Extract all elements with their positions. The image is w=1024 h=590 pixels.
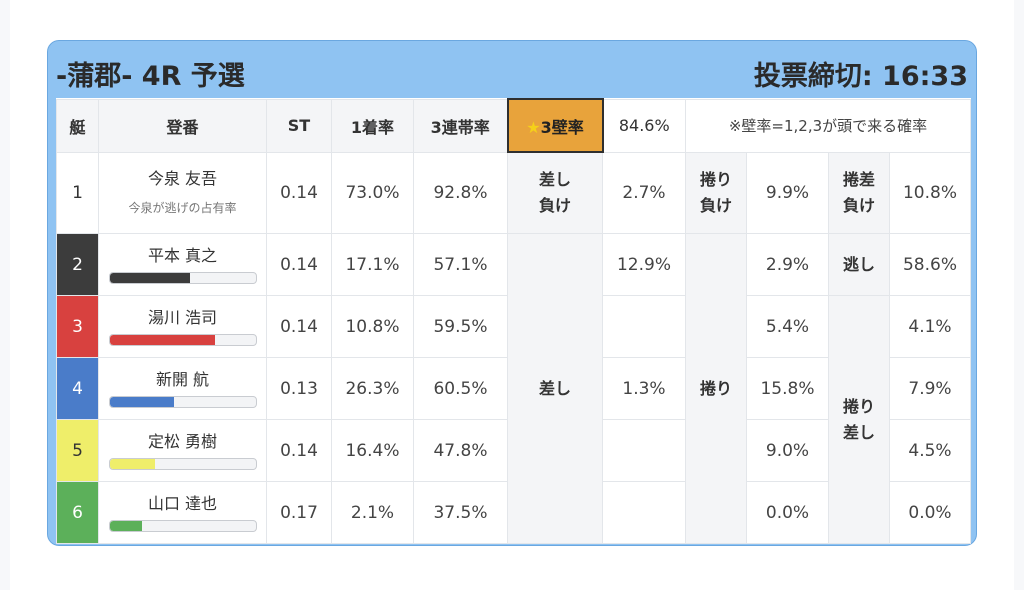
racer-name: 山口 達也 (147, 493, 218, 513)
racer-cell: 定松 勇樹 (98, 419, 267, 482)
racer-name: 平本 真之 (147, 245, 218, 265)
race-table: 艇 登番 ST 1着率 3連帯率 ★3壁率 84.6% ※壁率=1,2,3が頭で… (56, 98, 971, 544)
sashi-value: 12.9% (602, 233, 686, 296)
top3-rate-cell: 60.5% (413, 357, 508, 420)
sashi-make-label: 差し 負け (507, 151, 603, 234)
makurisashi-value: 4.1% (889, 295, 971, 358)
vote-deadline: 投票締切: 16:33 (753, 61, 968, 92)
st-cell: 0.14 (266, 233, 332, 296)
lane-cell: 5 (56, 419, 99, 482)
top3-rate-cell: 47.8% (413, 419, 508, 482)
lane-cell: 3 (56, 295, 99, 358)
top3-rate-cell: 57.1% (413, 233, 508, 296)
sashi-value (602, 295, 686, 358)
racer-cell: 湯川 浩司 (98, 295, 267, 358)
makurisashi-value: 7.9% (889, 357, 971, 420)
nige-label: 逃し (828, 233, 890, 296)
table-row: 3 湯川 浩司 0.14 10.8% 59.5% 5.4% 捲り 差し 4.1% (56, 295, 971, 544)
makurisashi-make-label: 捲差 負け (828, 151, 890, 234)
makurisashi-make-value: 10.8% (889, 151, 971, 234)
sashi-value (602, 419, 686, 482)
makurisashi-value: 4.5% (889, 419, 971, 482)
sashi-value: 1.3% (602, 357, 686, 420)
st-cell: 0.14 (266, 419, 332, 482)
win-rate-cell: 17.1% (331, 233, 414, 296)
makuri-label: 捲り (685, 233, 747, 544)
lane-cell: 2 (56, 233, 99, 296)
rate-bar-fill (109, 334, 215, 345)
st-cell: 0.17 (266, 481, 332, 544)
st-cell: 0.13 (266, 357, 332, 420)
racer-cell: 山口 達也 (98, 481, 267, 544)
top3-rate-cell: 59.5% (413, 295, 508, 358)
rate-bar-fill (109, 272, 190, 283)
table-row: 4 新開 航 0.13 26.3% 60.5% 1.3% 15.8% 7.9% (56, 357, 971, 420)
win-rate-cell: 16.4% (331, 419, 414, 482)
sashi-make-value: 2.7% (602, 151, 686, 234)
win-rate-cell: 10.8% (331, 295, 414, 358)
makurisashi-label: 捲り 差し (828, 295, 890, 544)
makuri-value: 0.0% (746, 481, 829, 544)
nige-value: 58.6% (889, 233, 971, 296)
col-top3-rate: 3連帯率 (413, 98, 508, 153)
col-name: 登番 (98, 98, 267, 153)
rate-bar (108, 271, 257, 284)
wall-rate-value: 84.6% (602, 98, 686, 153)
racer-cell: 新開 航 (98, 357, 267, 420)
racer-cell: 平本 真之 (98, 233, 267, 296)
sashi-label: 差し (507, 233, 603, 544)
makurisashi-value: 0.0% (889, 481, 971, 544)
rate-bar (108, 457, 257, 470)
racer-name: 今泉 友吾 (147, 169, 218, 189)
win-rate-cell: 2.1% (331, 481, 414, 544)
lane-cell: 4 (56, 357, 99, 420)
race-card: -蒲郡- 4R 予選 投票締切: 16:33 艇 登番 ST 1着率 3連帯率 … (47, 40, 977, 546)
table-row: 1 今泉 友吾 今泉が逃げの占有率 0.14 73.0% 92.8% 差し 負け… (56, 151, 971, 234)
col-win-rate: 1着率 (331, 98, 414, 153)
rate-bar (108, 519, 257, 532)
sashi-value (602, 481, 686, 544)
racer-name: 新開 航 (155, 369, 210, 389)
st-cell: 0.14 (266, 151, 332, 234)
table-row: 5 定松 勇樹 0.14 16.4% 47.8% 9.0% 4.5% (56, 419, 971, 482)
top3-rate-cell: 92.8% (413, 151, 508, 234)
star-icon: ★ (526, 117, 541, 137)
top3-rate-cell: 37.5% (413, 481, 508, 544)
rate-bar-fill (109, 520, 142, 531)
col-wall-rate: ★3壁率 (506, 98, 604, 153)
table-row: 6 山口 達也 0.17 2.1% 37.5% 0.0% 0.0% (56, 481, 971, 544)
racer-name: 湯川 浩司 (147, 307, 218, 327)
racer-name: 定松 勇樹 (147, 431, 218, 451)
makuri-make-value: 9.9% (746, 151, 829, 234)
makuri-value: 5.4% (746, 295, 829, 358)
col-st: ST (266, 98, 332, 153)
race-header: -蒲郡- 4R 予選 投票締切: 16:33 (48, 41, 976, 97)
rate-bar (108, 333, 257, 346)
wall-rate-note: ※壁率=1,2,3が頭で来る確率 (685, 98, 971, 153)
makuri-value: 2.9% (746, 233, 829, 296)
table-header-row: 艇 登番 ST 1着率 3連帯率 ★3壁率 84.6% ※壁率=1,2,3が頭で… (56, 98, 971, 153)
rate-bar (108, 395, 257, 408)
col-lane: 艇 (56, 98, 99, 153)
st-cell: 0.14 (266, 295, 332, 358)
makuri-make-label: 捲り 負け (685, 151, 747, 234)
win-rate-cell: 26.3% (331, 357, 414, 420)
wall-rate-label: 3壁率 (540, 117, 584, 137)
makuri-value: 9.0% (746, 419, 829, 482)
rate-bar-fill (109, 458, 155, 469)
lane-cell: 6 (56, 481, 99, 544)
racer-sub-note: 今泉が逃げの占有率 (128, 201, 237, 216)
makuri-value: 15.8% (746, 357, 829, 420)
rate-bar-fill (109, 396, 174, 407)
racer-cell: 今泉 友吾 今泉が逃げの占有率 (98, 151, 267, 234)
table-row: 2 平本 真之 0.14 17.1% 57.1% 差し 12.9% 捲り 2.9… (56, 233, 971, 544)
race-title: -蒲郡- 4R 予選 (56, 61, 245, 92)
lane-cell: 1 (56, 151, 99, 234)
win-rate-cell: 73.0% (331, 151, 414, 234)
